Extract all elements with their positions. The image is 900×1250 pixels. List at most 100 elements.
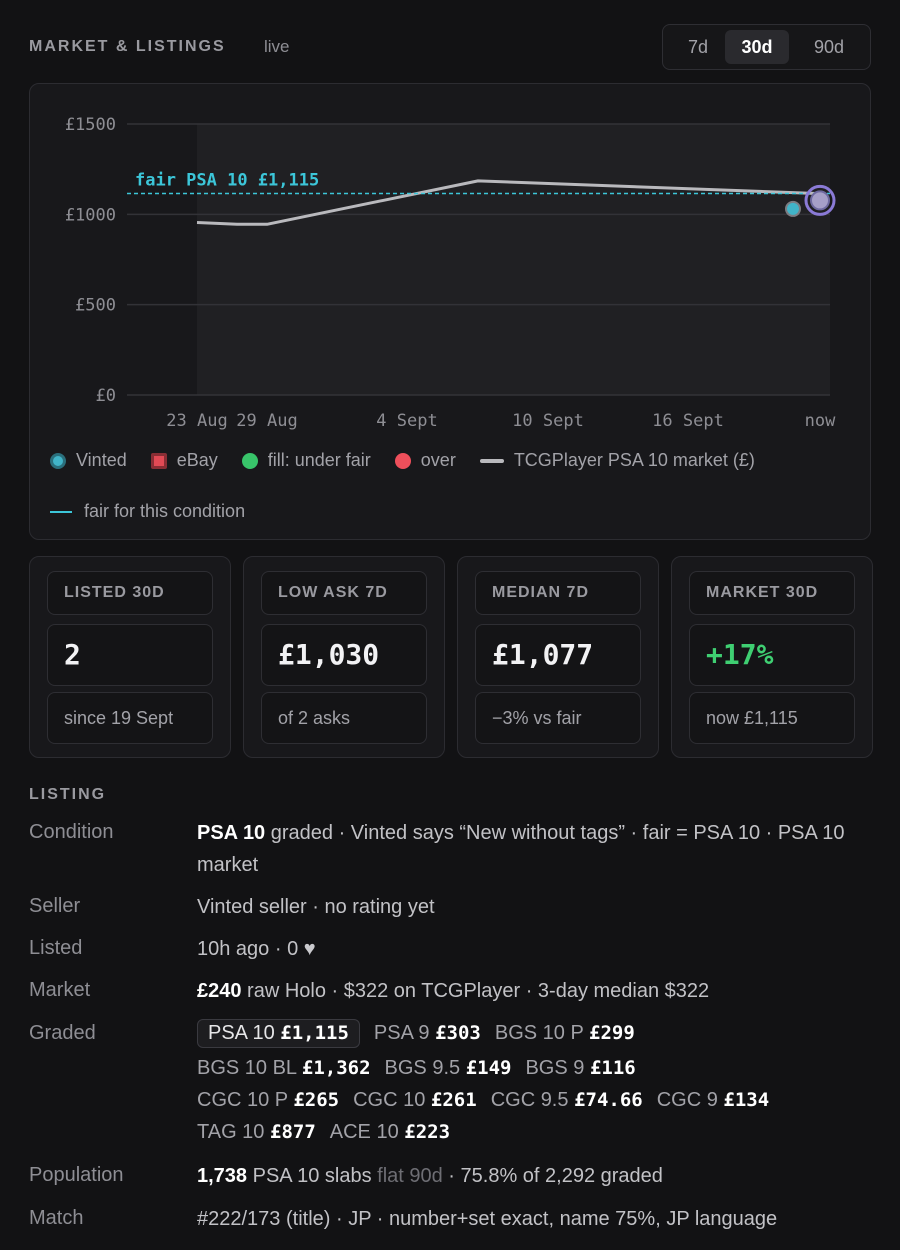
market-value: £240 raw Holo · $322 on TCGPlayer · 3-da…	[197, 975, 877, 1007]
population-value: 1,738 PSA 10 slabs flat 90d · 75.8% of 2…	[197, 1160, 877, 1192]
stat-subtext: now £1,115	[689, 692, 855, 744]
population-detail: · 75.8% of 2,292 graded	[442, 1165, 663, 1187]
grade-name: CGC 10 P	[197, 1089, 288, 1111]
grade-item: ACE 10 £223	[330, 1121, 450, 1143]
fair-line-icon	[50, 510, 72, 513]
grade-price: £299	[589, 1022, 635, 1044]
stat-label: MARKET 30D	[689, 571, 855, 615]
grade-name: PSA 10	[208, 1022, 275, 1044]
grade-item: BGS 10 P £299	[495, 1022, 635, 1044]
grade-name: BGS 9	[525, 1057, 585, 1079]
legend-market: TCGPlayer PSA 10 market (£)	[479, 450, 755, 471]
legend-vinted-label: Vinted	[76, 450, 127, 470]
market-series-line	[196, 179, 821, 226]
graded-row: PSA 10 £1,115 PSA 9 £303 BGS 10 P £299	[197, 1019, 649, 1048]
population-trend: flat 90d	[377, 1165, 443, 1187]
legend-ebay: eBay	[150, 450, 218, 471]
over-dot-icon	[394, 452, 411, 469]
ebay-square-icon	[150, 452, 167, 469]
grade-chip-selected[interactable]: PSA 10 £1,115	[197, 1019, 360, 1048]
stat-card-listed: LISTED 30D 2 since 19 Sept	[29, 556, 231, 758]
graded-row: TAG 10 £877 ACE 10 £223	[197, 1121, 464, 1144]
y-tick-label: £1500	[65, 115, 116, 135]
chart-legend: Vinted eBay fill: under fair over TCGPla…	[50, 450, 779, 471]
stat-label: LOW ASK 7D	[261, 571, 427, 615]
grade-price: £1,115	[280, 1022, 349, 1044]
grade-name: ACE 10	[329, 1121, 399, 1143]
population-count: 1,738	[197, 1165, 248, 1187]
x-tick-label: 4 Sept	[376, 411, 437, 431]
stat-value: +17%	[689, 624, 855, 686]
grade-item: BGS 10 BL £1,362	[197, 1057, 371, 1079]
legend-over: over	[394, 450, 456, 471]
grade-price: £1,362	[301, 1057, 371, 1079]
legend-over-label: over	[420, 450, 456, 470]
grade-name: PSA 9	[373, 1022, 430, 1044]
grade-item: CGC 9.5 £74.66	[491, 1089, 643, 1111]
legend-ebay-label: eBay	[176, 450, 218, 470]
price-chart-panel: £1500 £1000 £500 £0 23 Aug 29 Aug 4 Sept 10 Sep…	[29, 83, 871, 540]
grade-name: BGS 10 P	[494, 1022, 584, 1044]
grade-item: CGC 10 P £265	[197, 1089, 339, 1111]
grade-price: £116	[589, 1057, 636, 1079]
x-tick-label: 16 Sept	[652, 411, 724, 431]
chart-legend-row-2: fair for this condition	[50, 501, 269, 522]
stat-card-median: MEDIAN 7D £1,077 −3% vs fair	[457, 556, 659, 758]
range-90d-button[interactable]: 90d	[813, 37, 845, 57]
under-fair-dot-icon	[241, 452, 258, 469]
grade-price: £149	[465, 1057, 512, 1079]
grade-name: CGC 9.5	[490, 1089, 569, 1111]
match-label: Match	[29, 1207, 84, 1229]
x-tick-label: 29 Aug	[236, 411, 297, 431]
stat-label: LISTED 30D	[47, 571, 213, 615]
x-tick-label: now	[805, 411, 836, 431]
grade-name: CGC 9	[656, 1089, 718, 1111]
legend-fair: fair for this condition	[50, 501, 245, 522]
grade-item: BGS 9.5 £149	[385, 1057, 512, 1079]
graded-row: CGC 10 P £265 CGC 10 £261 CGC 9.5 £74.66 CG…	[197, 1089, 783, 1112]
listed-time: 10h ago · 0	[197, 938, 304, 960]
heart-icon: ♥	[303, 938, 316, 960]
range-selector: 7d 30d 90d	[662, 24, 871, 70]
listing-section-title: LISTING	[29, 786, 107, 803]
highlighted-listing-ring	[804, 184, 836, 216]
range-7d-button[interactable]: 7d	[687, 37, 709, 57]
market-header: MARKET & LISTINGS live 7d 30d 90d	[29, 24, 871, 70]
x-tick-label: 10 Sept	[512, 411, 584, 431]
graded-label: Graded	[29, 1022, 96, 1044]
grade-price: £223	[404, 1121, 451, 1143]
price-chart: £1500 £1000 £500 £0 23 Aug 29 Aug 4 Sept 10 Sep…	[65, 115, 836, 431]
stat-card-low-ask: LOW ASK 7D £1,030 of 2 asks	[243, 556, 445, 758]
stat-subtext: of 2 asks	[261, 692, 427, 744]
plot-area	[197, 124, 830, 395]
grade-item: BGS 9 £116	[525, 1057, 635, 1079]
condition-value: PSA 10 graded · Vinted says “New without…	[197, 817, 877, 881]
population-label: Population	[29, 1164, 124, 1186]
x-tick-label: 23 Aug	[166, 411, 227, 431]
grade-price: £265	[293, 1089, 340, 1111]
grade-item: CGC 10 £261	[353, 1089, 477, 1111]
stat-value: £1,077	[475, 624, 641, 686]
seller-label: Seller	[29, 895, 81, 917]
legend-vinted: Vinted	[50, 450, 127, 471]
grade-name: BGS 10 BL	[197, 1057, 297, 1079]
section-title: MARKET & LISTINGS	[29, 38, 226, 55]
grade-price: £74.66	[574, 1089, 643, 1111]
legend-fair-label: fair for this condition	[84, 501, 246, 521]
vinted-dot-icon	[50, 452, 66, 469]
vinted-listing-point	[785, 200, 801, 217]
legend-under-label: fill: under fair	[267, 450, 371, 470]
match-value: #222/173 (title) · JP · number+set exact…	[197, 1208, 778, 1230]
y-tick-label: £500	[75, 296, 116, 316]
grade-item: PSA 9 £303	[374, 1022, 481, 1044]
listed-label: Listed	[29, 937, 83, 959]
condition-grade: PSA 10	[197, 822, 266, 844]
legend-under-fair: fill: under fair	[241, 450, 371, 471]
grade-name: TAG 10	[197, 1121, 265, 1143]
grade-price: £303	[435, 1022, 481, 1044]
range-30d-button[interactable]: 30d	[725, 30, 789, 64]
grade-price: £877	[270, 1121, 316, 1143]
graded-row: BGS 10 BL £1,362 BGS 9.5 £149 BGS 9 £116	[197, 1057, 650, 1080]
condition-detail: graded · Vinted says “New without tags” …	[197, 822, 845, 876]
seller-value: Vinted seller · no rating yet	[197, 896, 435, 918]
